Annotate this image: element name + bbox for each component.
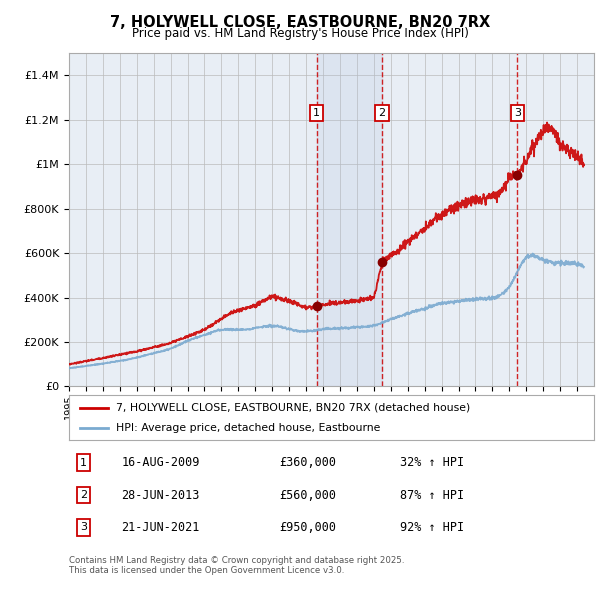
Text: 28-JUN-2013: 28-JUN-2013 xyxy=(121,489,200,502)
Bar xyxy=(317,53,382,386)
Text: 3: 3 xyxy=(80,523,87,533)
Text: 16-AUG-2009: 16-AUG-2009 xyxy=(121,456,200,469)
Text: 1: 1 xyxy=(80,457,87,467)
Text: 3: 3 xyxy=(514,108,521,118)
Text: 2: 2 xyxy=(80,490,87,500)
Text: Contains HM Land Registry data © Crown copyright and database right 2025.
This d: Contains HM Land Registry data © Crown c… xyxy=(69,556,404,575)
Text: 2: 2 xyxy=(379,108,386,118)
Text: 92% ↑ HPI: 92% ↑ HPI xyxy=(400,521,464,534)
Text: £560,000: £560,000 xyxy=(279,489,336,502)
Text: 32% ↑ HPI: 32% ↑ HPI xyxy=(400,456,464,469)
Text: 1: 1 xyxy=(313,108,320,118)
Text: 7, HOLYWELL CLOSE, EASTBOURNE, BN20 7RX: 7, HOLYWELL CLOSE, EASTBOURNE, BN20 7RX xyxy=(110,15,490,30)
Text: HPI: Average price, detached house, Eastbourne: HPI: Average price, detached house, East… xyxy=(116,424,380,434)
Text: 7, HOLYWELL CLOSE, EASTBOURNE, BN20 7RX (detached house): 7, HOLYWELL CLOSE, EASTBOURNE, BN20 7RX … xyxy=(116,403,470,412)
Text: £950,000: £950,000 xyxy=(279,521,336,534)
Text: 21-JUN-2021: 21-JUN-2021 xyxy=(121,521,200,534)
Text: Price paid vs. HM Land Registry's House Price Index (HPI): Price paid vs. HM Land Registry's House … xyxy=(131,27,469,40)
Text: £360,000: £360,000 xyxy=(279,456,336,469)
Text: 87% ↑ HPI: 87% ↑ HPI xyxy=(400,489,464,502)
